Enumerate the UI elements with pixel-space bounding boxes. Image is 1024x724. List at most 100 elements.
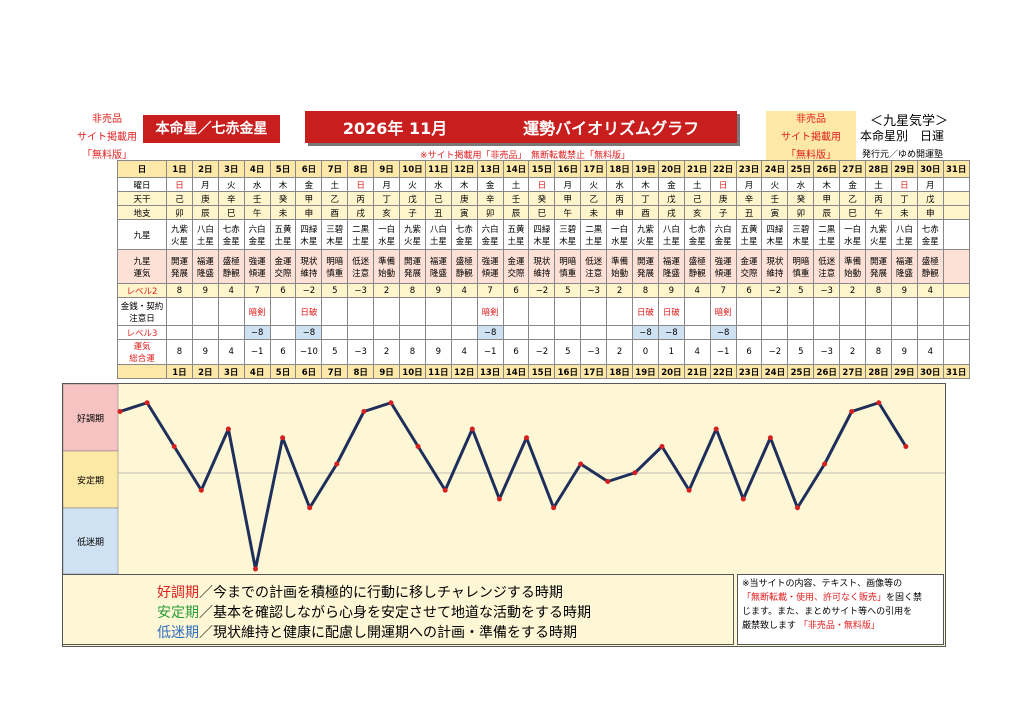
note-line: 非売品 xyxy=(92,114,122,125)
title-main: 運勢バイオリズムグラフ xyxy=(523,119,700,138)
table-row-tenkan: 天干己庚辛壬癸甲乙丙丁戊己庚辛壬癸甲乙丙丁戊己庚辛壬癸甲乙丙丁戊 xyxy=(117,191,970,206)
legend-stable: 安定期／基本を確認しながら心身を安定させて地道な活動をする時期 xyxy=(157,603,733,623)
legend-stable-text: ／基本を確認しながら心身を安定させて地道な活動をする時期 xyxy=(199,605,591,621)
cell-caution xyxy=(554,297,582,326)
data-point xyxy=(334,461,340,467)
cell-caution xyxy=(450,297,478,326)
cell-weekday: 水 xyxy=(424,177,452,192)
cell-weekday: 木 xyxy=(269,177,297,192)
cell-chishi: 未 xyxy=(890,205,918,220)
cell-line: 盛極 xyxy=(688,256,706,267)
notice-line: じます。また、まとめサイト等への引用を xyxy=(742,607,913,617)
cell-caution xyxy=(787,297,815,326)
notice-text: を固く禁 xyxy=(886,593,923,603)
notice-red: 「非売品・無料版」 xyxy=(798,621,880,631)
cell-kyusei: 八白 土星 xyxy=(657,219,685,250)
cell-day: 1日 xyxy=(166,160,193,178)
cell-kyusei: 七赤 金星 xyxy=(217,219,245,250)
data-point xyxy=(876,400,882,406)
cell-line: 低迷 xyxy=(352,256,370,267)
cell-level3 xyxy=(166,325,193,340)
data-point xyxy=(171,444,177,449)
cell-line: 九紫 xyxy=(170,224,188,235)
cell-line: 静観 xyxy=(921,268,939,279)
data-point xyxy=(632,470,638,476)
cell-day: 23日 xyxy=(735,160,763,178)
cell-weekday: 月 xyxy=(373,177,401,192)
cell-day-bottom: 13日 xyxy=(476,364,504,379)
cell-line: 傾運 xyxy=(248,268,266,279)
cell-tenkan: 壬 xyxy=(243,191,271,206)
cell-level3 xyxy=(347,325,375,340)
cell-level2: 6 xyxy=(269,283,297,298)
cell-line: 開運 xyxy=(869,256,887,267)
cell-line: 交際 xyxy=(507,268,525,279)
cell-level3: −8 xyxy=(295,325,323,340)
cell-line: 発展 xyxy=(170,268,188,279)
row-label-caution: 金銭・契約 注意日 xyxy=(117,297,167,326)
cell-line: 注意 xyxy=(352,268,370,279)
cell-line: 六白 xyxy=(481,224,499,235)
cell-line: 土星 xyxy=(274,236,292,247)
cell-line: 明暗 xyxy=(559,256,577,267)
cell-tenkan: 甲 xyxy=(295,191,323,206)
cell-day-bottom: 27日 xyxy=(839,364,867,379)
cell-weekday: 水 xyxy=(787,177,815,192)
data-point xyxy=(361,409,367,414)
cell-line: 土星 xyxy=(895,236,913,247)
data-point xyxy=(442,487,448,493)
publisher: 発行元／ゆめ開運塾 xyxy=(862,150,944,160)
zone-label-low: 低迷期 xyxy=(77,536,104,548)
cell-tenkan: 壬 xyxy=(761,191,789,206)
cell-day-bottom: 22日 xyxy=(709,364,737,379)
cell-total: 6 xyxy=(735,339,763,365)
data-point xyxy=(740,496,746,502)
cell-line: 慎重 xyxy=(326,268,344,279)
note-line: 「無料版」 xyxy=(786,150,836,161)
cell-tenkan: 庚 xyxy=(450,191,478,206)
cell-line: 注意 xyxy=(818,268,836,279)
cell-unki: 低迷 注意 xyxy=(813,249,841,284)
cell-total: 9 xyxy=(191,339,219,365)
cell-level2: 5 xyxy=(787,283,815,298)
cell-chishi: 子 xyxy=(709,205,737,220)
cell-caution xyxy=(399,297,426,326)
cell-unki: 明暗 慎重 xyxy=(321,249,349,284)
cell-day: 16日 xyxy=(554,160,582,178)
cell-caution: 暗剣 xyxy=(476,297,504,326)
cell-level2: 2 xyxy=(606,283,634,298)
cell-line: 火星 xyxy=(636,236,654,247)
cell-caution xyxy=(166,297,193,326)
cell-chishi: 巳 xyxy=(217,205,245,220)
legend-good-term: 好調期 xyxy=(157,585,199,601)
cell-unki: 現状 維持 xyxy=(295,249,323,284)
cell-kyusei: 四緑 木星 xyxy=(528,219,556,250)
cell-line: 金星 xyxy=(222,236,240,247)
cell-line: 四緑 xyxy=(766,224,784,235)
cell-line: 六白 xyxy=(248,224,266,235)
cell-line: 維持 xyxy=(766,268,784,279)
cell-day: 18日 xyxy=(606,160,634,178)
row-label-unki: 九星 運気 xyxy=(117,249,167,284)
cell-level2: 7 xyxy=(243,283,271,298)
cell-unki: 強運 傾運 xyxy=(709,249,737,284)
cell-level2: −3 xyxy=(580,283,608,298)
cell-chishi: 未 xyxy=(269,205,297,220)
cell-line: 福運 xyxy=(895,256,913,267)
cell-line: 六白 xyxy=(714,224,732,235)
cell-line: 慎重 xyxy=(792,268,810,279)
table-row-caution: 金銭・契約 注意日 暗剣 日破 暗剣 日破 日破 暗剣 xyxy=(117,297,970,326)
cell-line: 金星 xyxy=(688,236,706,247)
cell-chishi: 辰 xyxy=(191,205,219,220)
cell-tenkan: 丙 xyxy=(865,191,892,206)
cell-line: 静観 xyxy=(688,268,706,279)
cell-line: 土星 xyxy=(818,236,836,247)
cell-chishi: 卯 xyxy=(787,205,815,220)
cell-caution xyxy=(890,297,918,326)
cell-level3 xyxy=(787,325,815,340)
cell-tenkan: 庚 xyxy=(191,191,219,206)
cell-unki: 準備 始動 xyxy=(839,249,867,284)
cell-kyusei: 四緑 木星 xyxy=(761,219,789,250)
data-point xyxy=(849,409,855,414)
